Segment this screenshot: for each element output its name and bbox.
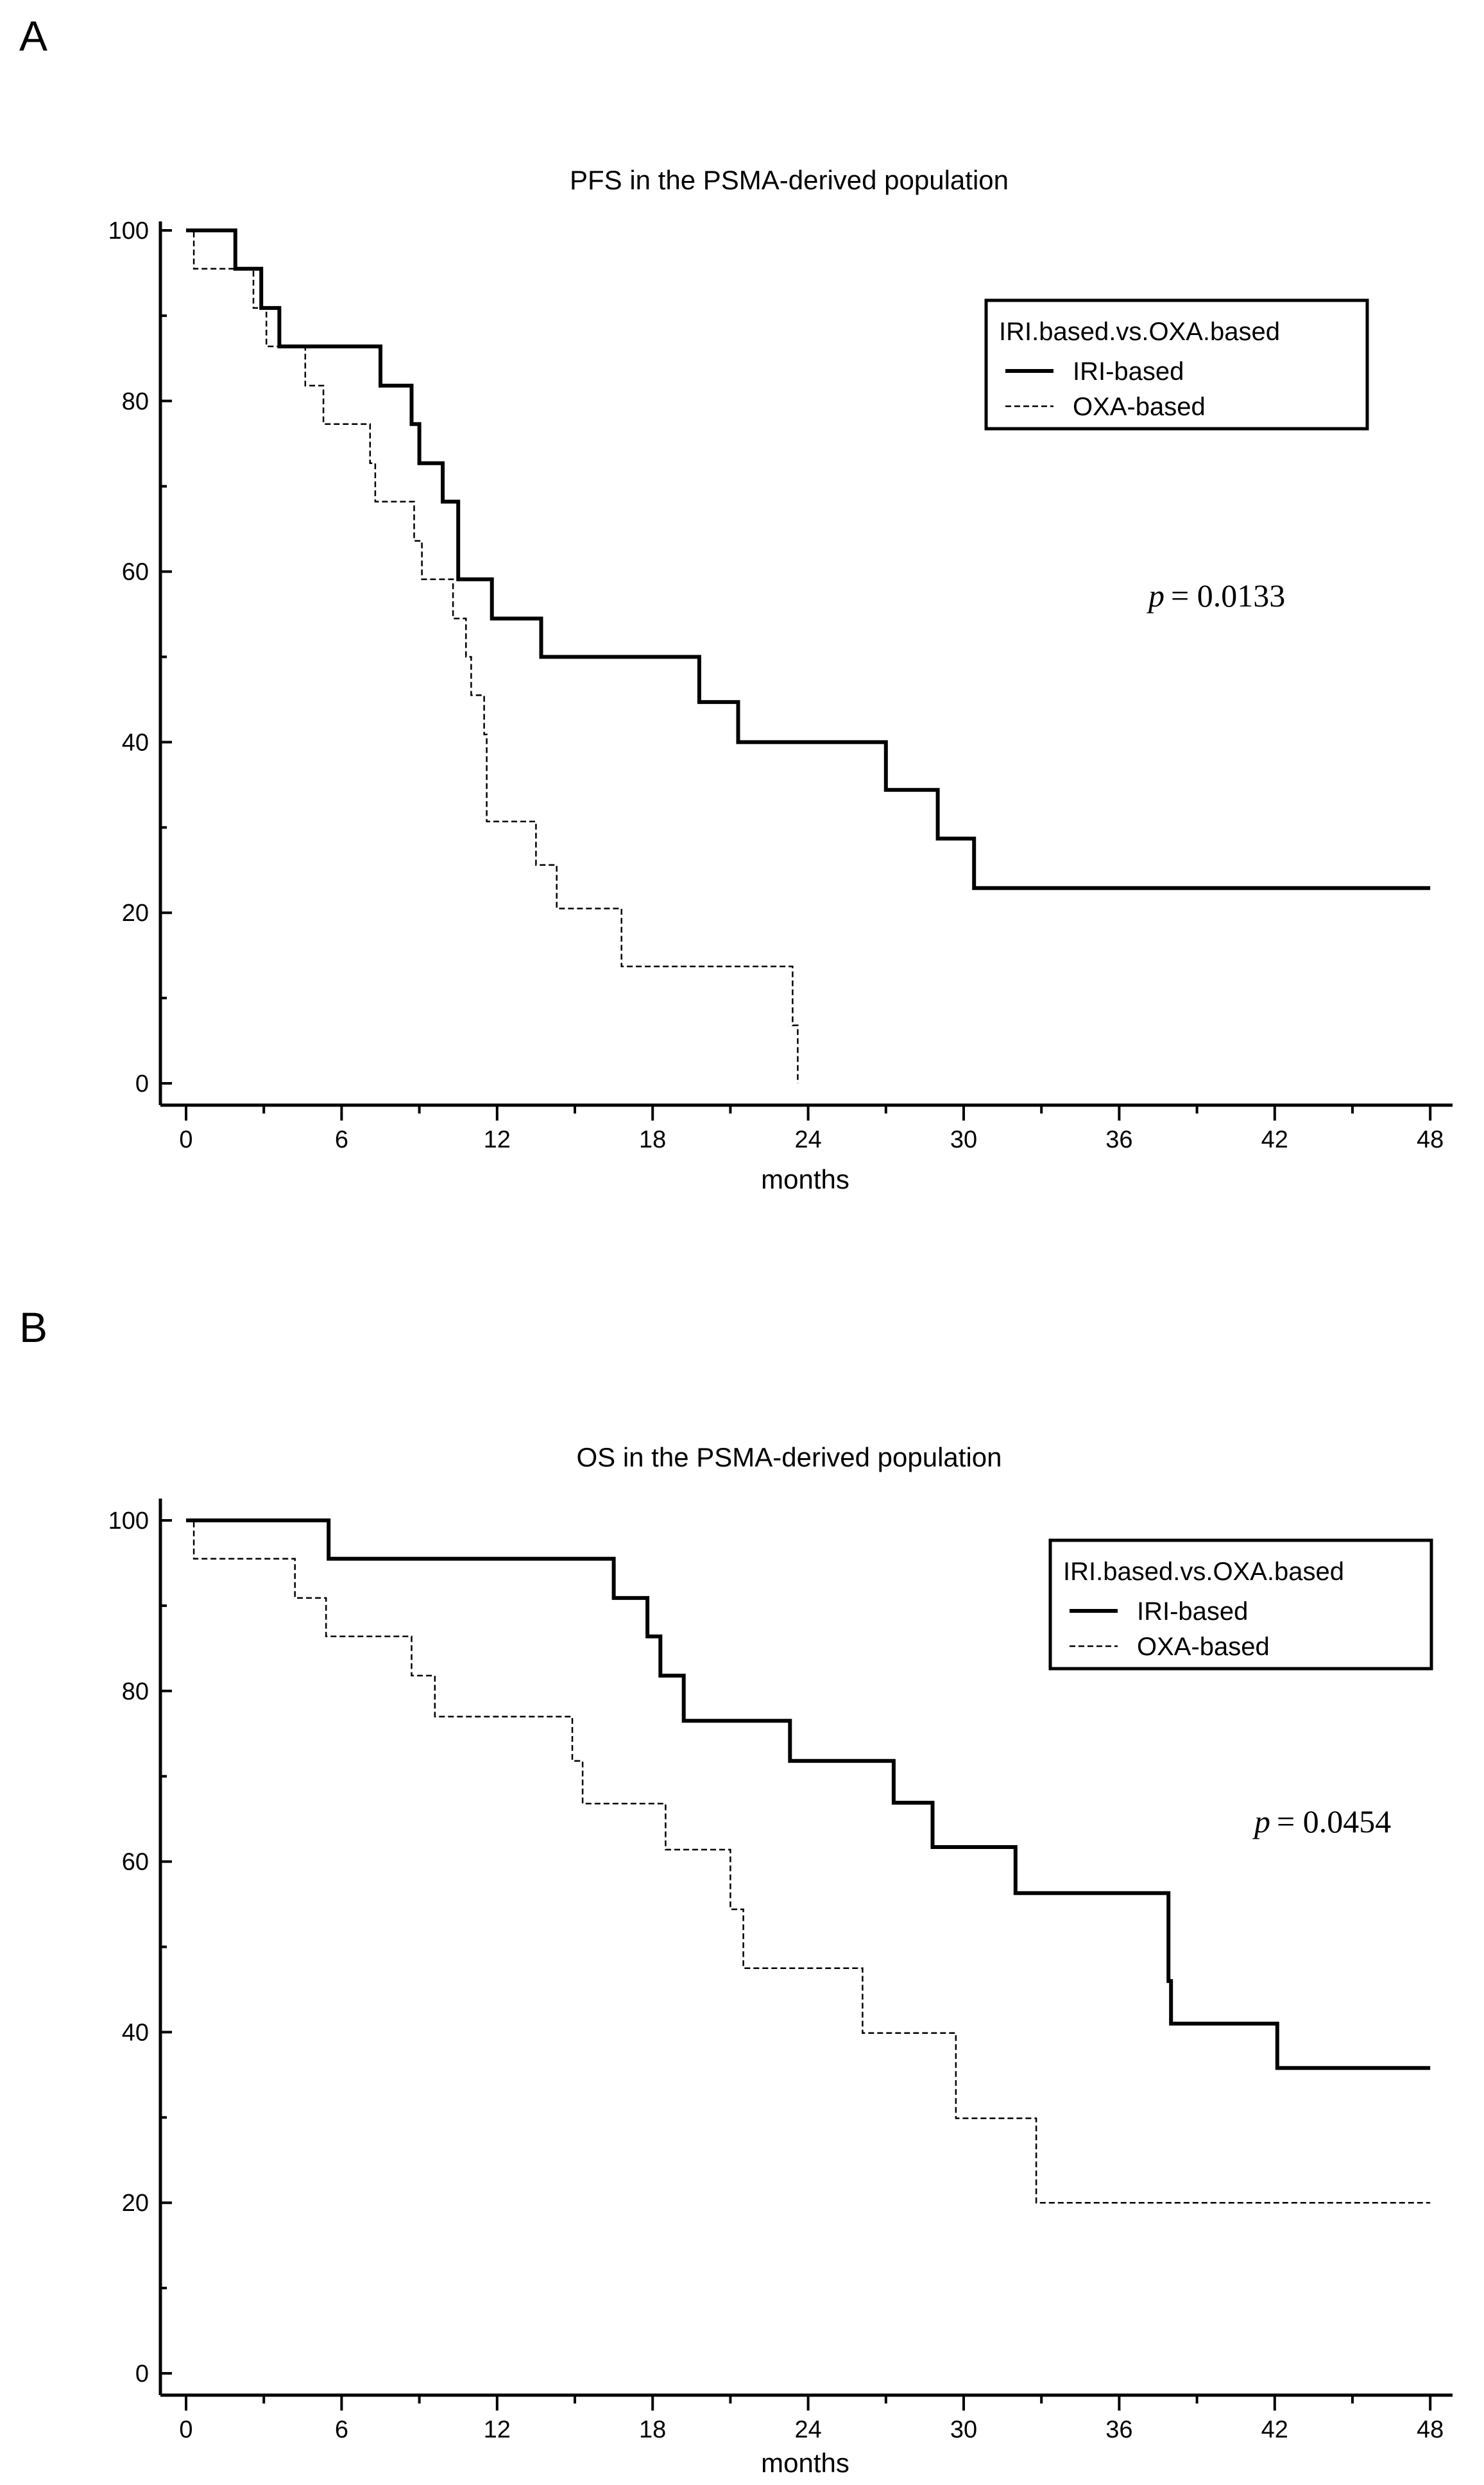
panel-a-p-value: p = 0.0133 <box>1147 578 1285 614</box>
panel-b-legend-title: IRI.based.vs.OXA.based <box>1063 1558 1344 1586</box>
panel-a-chart-title: PFS in the PSMA-derived population <box>570 165 1009 195</box>
panel-b-p-value-number: = 0.0454 <box>1277 1803 1391 1839</box>
panel-a-y-tick-label: 20 <box>122 900 149 927</box>
km-plot-os: OS in the PSMA-derived population 0 6 12 18 2… <box>108 1442 1453 2478</box>
panel-a-y-tick-label: 0 <box>135 1071 149 1097</box>
panel-b-y-tick-label: 60 <box>122 1849 149 1876</box>
panel-label-b: B <box>19 1303 48 1351</box>
panel-b-x-tick-label: 30 <box>950 2416 977 2443</box>
panel-a-y-tick-label: 40 <box>122 729 149 756</box>
panel-a-x-tick-label: 24 <box>794 1126 821 1153</box>
panel-b-p-value-symbol: p <box>1252 1803 1270 1839</box>
panel-b-y-tick-label: 40 <box>122 2019 149 2046</box>
panel-b-x-tick-label: 0 <box>179 2416 192 2443</box>
panel-a-x-tick-label: 36 <box>1105 1126 1132 1153</box>
panel-a-series-iri-based <box>186 228 1431 890</box>
panel-b-x-tick-label: 6 <box>335 2416 348 2443</box>
panel-a-y-tick-label: 60 <box>122 559 149 586</box>
panel-b-y-tick-label: 20 <box>122 2190 149 2217</box>
panel-a-legend-title: IRI.based.vs.OXA.based <box>999 318 1280 346</box>
panel-b-x-axis-label: months <box>761 2448 849 2478</box>
panel-b-legend-label: IRI-based <box>1137 1597 1248 1626</box>
panel-a-x-tick-label: 12 <box>484 1126 511 1153</box>
panel-a-x-axis-label: months <box>761 1164 849 1194</box>
panel-a-x-tick-label: 0 <box>179 1126 192 1153</box>
panel-a-y-tick-label: 80 <box>122 388 149 415</box>
panel-b-x-tick-label: 48 <box>1417 2416 1444 2443</box>
panel-a-x-tick-label: 6 <box>335 1126 348 1153</box>
panel-a-x-tick-label: 48 <box>1417 1126 1444 1153</box>
panel-b-chart-title: OS in the PSMA-derived population <box>576 1442 1002 1472</box>
panel-a-x-tick-label: 42 <box>1261 1126 1288 1153</box>
panel-b-x-tick-label: 42 <box>1261 2416 1288 2443</box>
panel-b-x-tick-label: 36 <box>1105 2416 1132 2443</box>
panel-a-series-oxa-based <box>186 229 799 1083</box>
panel-a-legend-box <box>984 298 1369 431</box>
panel-b-x-tick-label: 24 <box>794 2416 821 2443</box>
panel-a-p-value-symbol: p <box>1147 578 1164 614</box>
panel-a-p-value-number: = 0.0133 <box>1171 578 1285 614</box>
panel-a-x-tick-label: 30 <box>950 1126 977 1153</box>
panel-a-y-tick-label: 100 <box>108 218 149 245</box>
km-plot-pfs: PFS in the PSMA-derived population 0 6 12 18… <box>108 165 1453 1194</box>
panel-b-x-tick-label: 12 <box>484 2416 511 2443</box>
panel-a-legend-label: OXA-based <box>1073 393 1206 421</box>
panel-b-y-tick-label: 100 <box>108 1508 149 1535</box>
panel-b-series-oxa-based <box>186 1519 1431 2204</box>
panel-b-series-iri-based <box>186 1518 1431 2070</box>
panel-label-a: A <box>19 12 48 60</box>
panel-a-legend-label: IRI-based <box>1073 357 1184 386</box>
panel-b-legend-label: OXA-based <box>1137 1633 1270 1661</box>
panel-a-x-tick-label: 18 <box>639 1126 666 1153</box>
panel-b-y-tick-label: 80 <box>122 1678 149 1705</box>
panel-b-x-tick-label: 18 <box>639 2416 666 2443</box>
panel-b-legend-box <box>1048 1538 1433 1671</box>
panel-b-y-tick-label: 0 <box>135 2360 149 2387</box>
panel-b-p-value: p = 0.0454 <box>1252 1803 1391 1839</box>
